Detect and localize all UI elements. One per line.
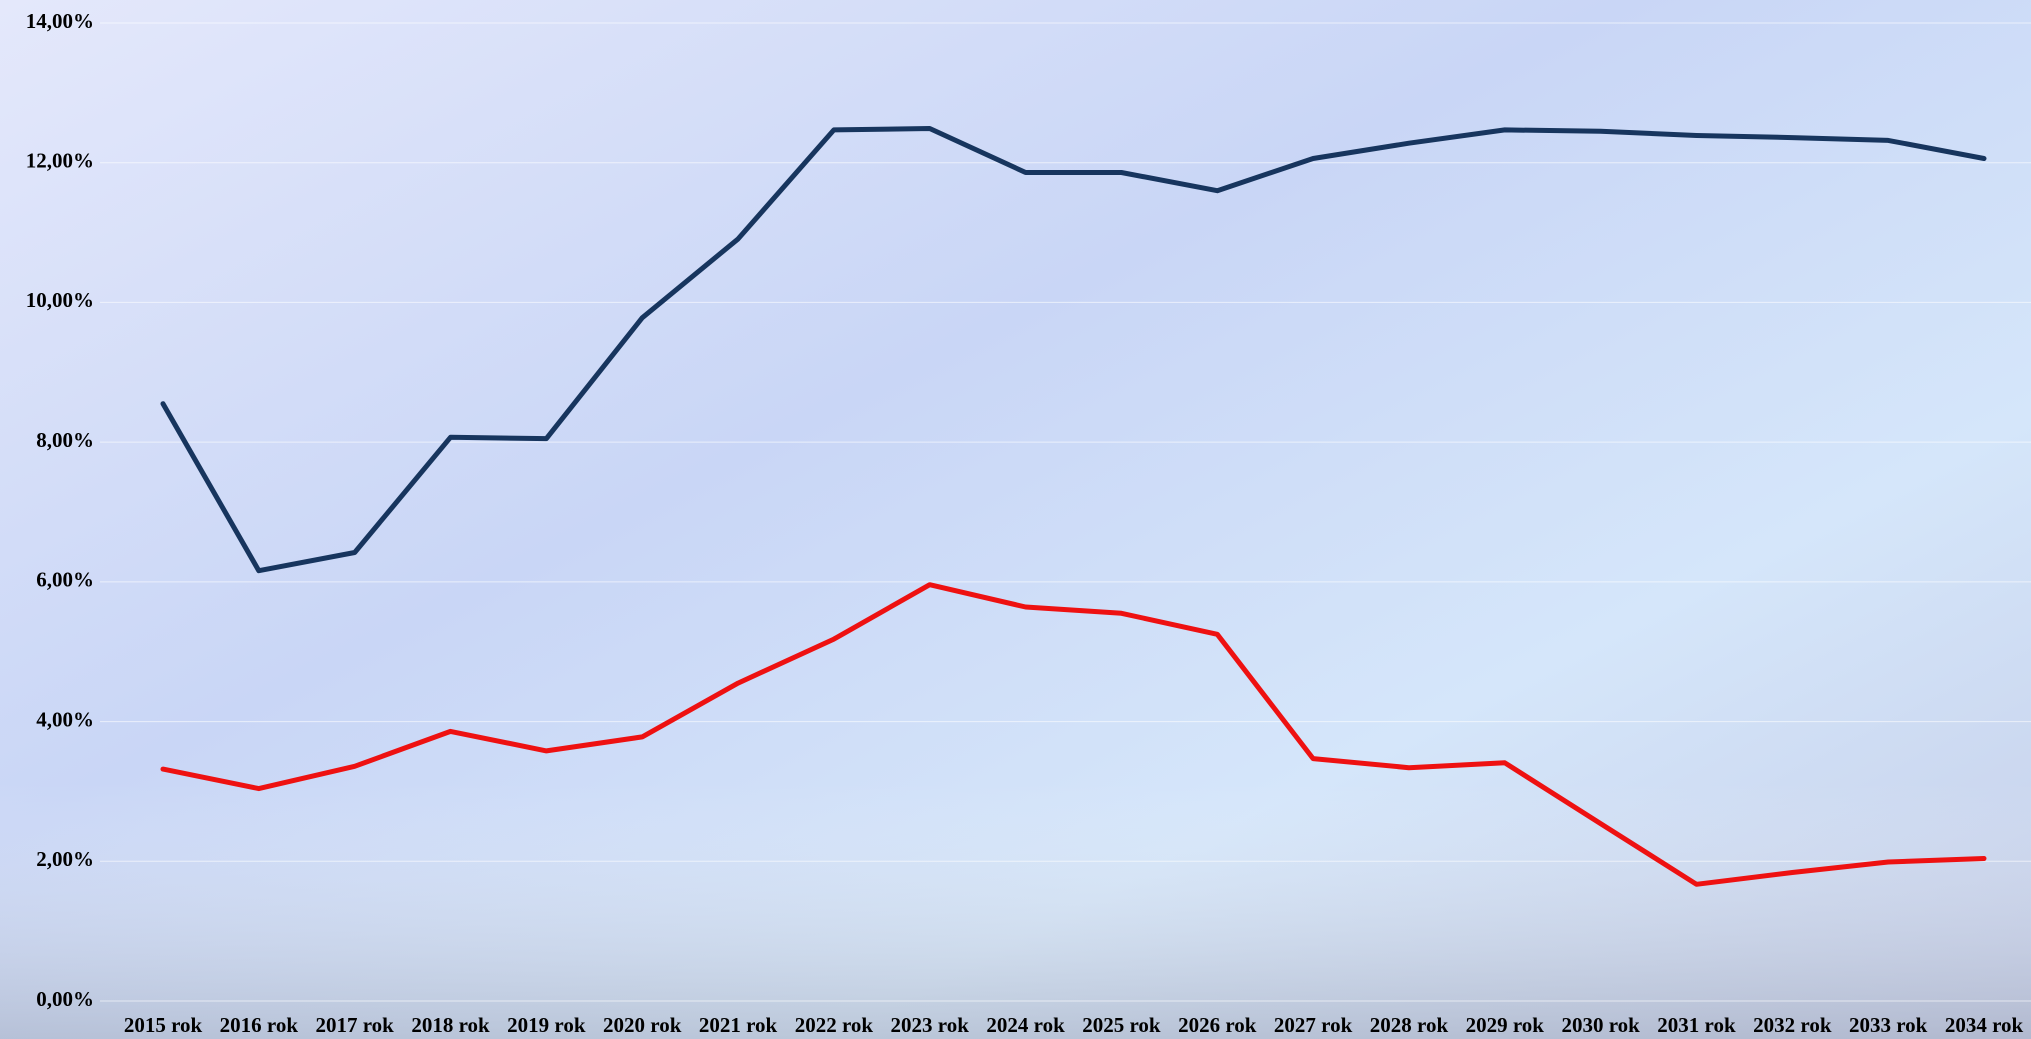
x-tick-label: 2029 rok — [1466, 1013, 1545, 1037]
y-tick-label: 6,00% — [36, 568, 94, 592]
y-tick-label: 14,00% — [26, 9, 94, 33]
x-tick-label: 2022 rok — [795, 1013, 874, 1037]
x-tick-label: 2030 rok — [1561, 1013, 1640, 1037]
x-tick-label: 2019 rok — [507, 1013, 586, 1037]
x-tick-label: 2025 rok — [1082, 1013, 1161, 1037]
y-tick-label: 12,00% — [26, 149, 94, 173]
x-tick-label: 2026 rok — [1178, 1013, 1257, 1037]
y-tick-label: 10,00% — [26, 288, 94, 312]
x-tick-label: 2034 rok — [1945, 1013, 2024, 1037]
y-tick-label: 0,00% — [36, 987, 94, 1011]
x-tick-label: 2031 rok — [1657, 1013, 1736, 1037]
chart: 0,00% 2,00% 4,00% 6,00% 8,00% 10,00% 12,00% 14,… — [0, 0, 2031, 1039]
y-tick-label: 8,00% — [36, 428, 94, 452]
x-tick-label: 2032 rok — [1753, 1013, 1832, 1037]
x-tick-label: 2028 rok — [1370, 1013, 1449, 1037]
y-tick-label: 4,00% — [36, 707, 94, 731]
background-shade — [0, 780, 2031, 1039]
x-tick-label: 2033 rok — [1849, 1013, 1928, 1037]
x-tick-label: 2027 rok — [1274, 1013, 1353, 1037]
page: {"chart_data": {"type": "line", "categor… — [0, 0, 2031, 1039]
x-tick-label: 2016 rok — [220, 1013, 299, 1037]
x-tick-label: 2017 rok — [315, 1013, 394, 1037]
x-tick-label: 2020 rok — [603, 1013, 682, 1037]
x-tick-label: 2024 rok — [986, 1013, 1065, 1037]
y-tick-label: 2,00% — [36, 847, 94, 871]
x-tick-label: 2015 rok — [124, 1013, 203, 1037]
x-tick-label: 2021 rok — [699, 1013, 778, 1037]
x-tick-label: 2018 rok — [411, 1013, 490, 1037]
x-tick-label: 2023 rok — [891, 1013, 970, 1037]
